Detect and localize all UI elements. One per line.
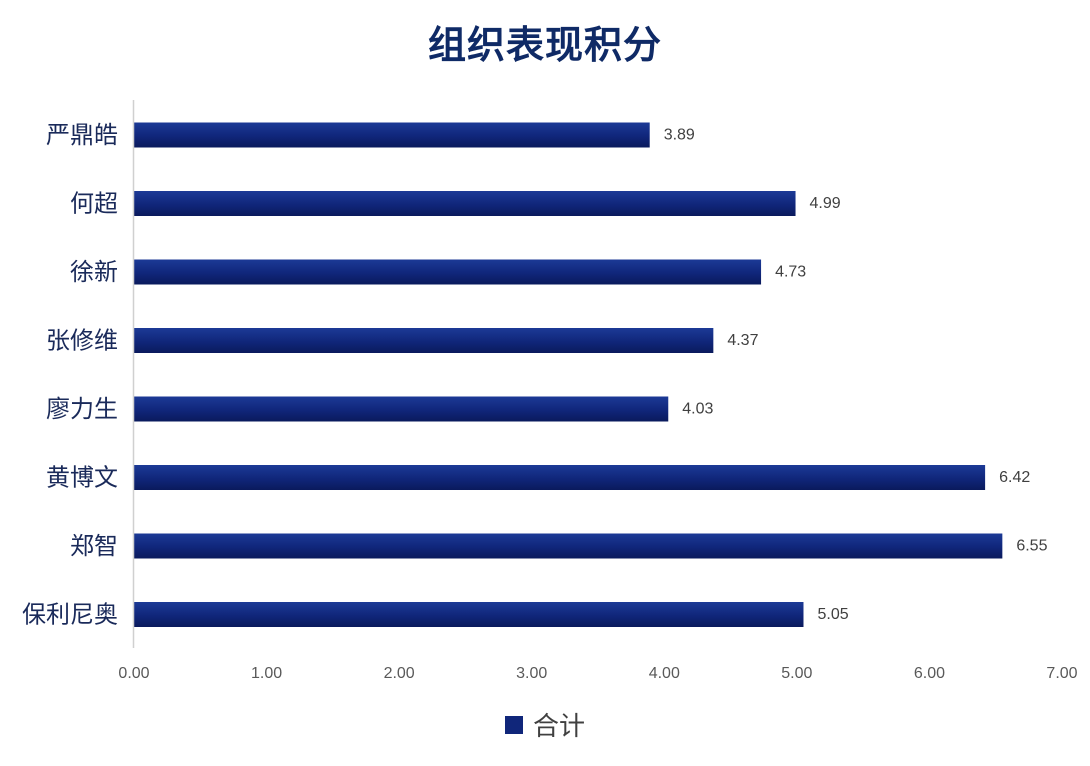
data-label: 4.73	[775, 264, 806, 281]
legend-label: 合计	[532, 712, 585, 742]
category-label: 黄博文	[46, 464, 118, 492]
data-labels: 3.89 4.99 4.73 4.37 4.03 6.42 6.55 5.05	[664, 127, 1048, 624]
category-label: 廖力生	[46, 395, 118, 423]
category-label: 保利尼奥	[22, 601, 118, 629]
category-label: 严鼎皓	[46, 121, 118, 149]
chart-title: 组织表现积分	[427, 23, 662, 67]
category-label: 徐新	[70, 258, 118, 286]
bar	[134, 465, 986, 490]
data-label: 4.03	[682, 401, 713, 418]
bars-layer	[134, 122, 1003, 627]
bar	[134, 396, 669, 422]
x-tick-label: 6.00	[914, 665, 945, 682]
legend-swatch	[504, 715, 523, 734]
x-tick-label: 7.00	[1046, 665, 1077, 682]
data-label: 4.99	[810, 195, 841, 212]
data-label: 6.42	[999, 469, 1030, 486]
bar	[134, 122, 650, 148]
x-tick-label: 4.00	[649, 665, 680, 682]
x-tick-label: 3.00	[516, 665, 547, 682]
data-label: 4.37	[727, 332, 758, 349]
bar	[134, 533, 1003, 559]
data-label: 5.05	[817, 606, 848, 623]
category-label: 张修维	[46, 327, 118, 355]
bar	[134, 328, 714, 353]
x-tick-label: 1.00	[251, 665, 282, 682]
x-tick-label: 0.00	[118, 665, 149, 682]
x-tick-label: 2.00	[384, 665, 415, 682]
data-label: 6.55	[1016, 538, 1047, 555]
x-axis-tick-labels: 0.00 1.00 2.00 3.00 4.00 5.00 6.00 7.00	[118, 665, 1077, 682]
bar	[134, 259, 762, 285]
data-label: 3.89	[664, 127, 695, 144]
category-label: 何超	[70, 190, 118, 218]
category-label: 郑智	[70, 532, 118, 560]
legend: 合计	[0, 706, 1090, 743]
bar	[134, 191, 796, 216]
bar	[134, 602, 804, 627]
x-tick-label: 5.00	[781, 665, 812, 682]
